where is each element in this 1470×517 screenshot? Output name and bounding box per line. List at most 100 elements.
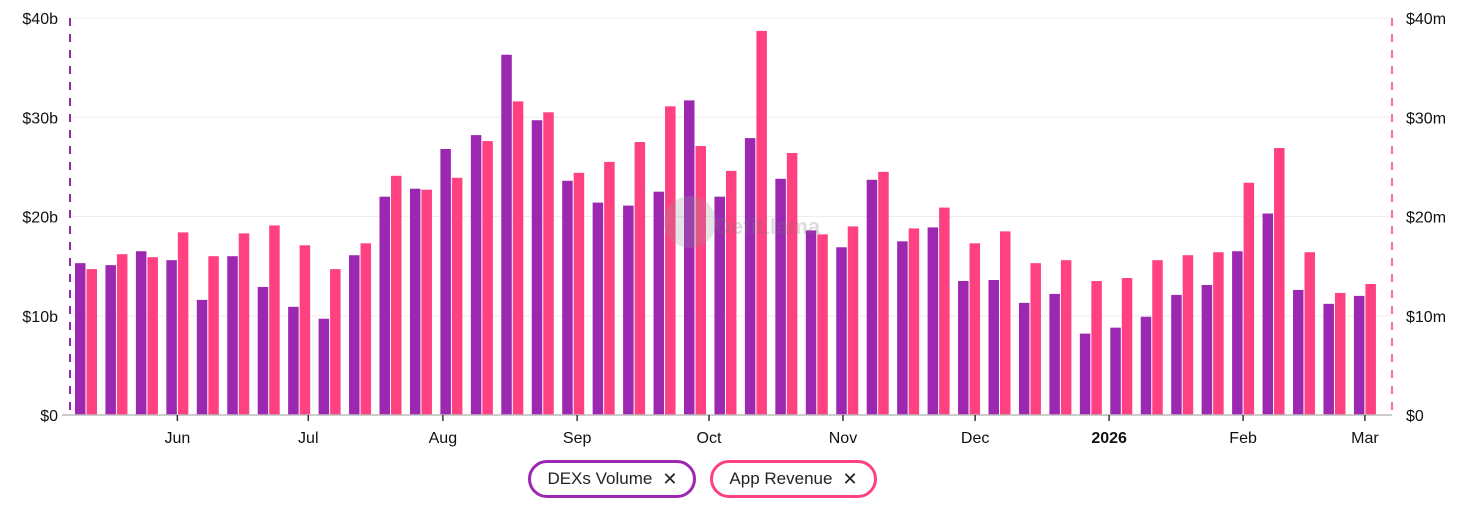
bar-app-revenue	[939, 207, 950, 415]
bar-dexs-volume	[531, 120, 543, 415]
bar-app-revenue	[86, 269, 97, 415]
bar-dexs-volume	[866, 179, 878, 415]
y-left-tick-label: $30b	[22, 110, 58, 127]
bar-app-revenue	[573, 172, 585, 415]
close-icon[interactable]: ✕	[662, 468, 678, 489]
bar-app-revenue	[1030, 263, 1041, 415]
bar-dexs-volume	[135, 251, 147, 415]
bar-app-revenue	[1091, 281, 1102, 415]
bar-dexs-volume	[257, 286, 269, 415]
bar-app-revenue	[1304, 252, 1315, 415]
legend-app-revenue-toggle[interactable]: App Revenue ✕	[710, 460, 877, 498]
bar-app-revenue	[1365, 283, 1376, 415]
bar-app-revenue	[604, 161, 615, 415]
bar-app-revenue	[1182, 255, 1194, 415]
bar-dexs-volume	[897, 241, 908, 415]
x-tick-label: Dec	[961, 430, 989, 447]
y-left-tick-label: $20b	[22, 210, 58, 227]
legend: DEXs Volume ✕ App Revenue ✕	[0, 460, 1405, 498]
y-right-tick-label: $30m	[1406, 110, 1446, 127]
bar-app-revenue	[391, 175, 402, 415]
bar-dexs-volume	[836, 247, 847, 415]
y-right-tick-label: $10m	[1406, 309, 1446, 326]
bar-dexs-volume	[349, 255, 360, 415]
bar-app-revenue	[817, 234, 828, 415]
bar-dexs-volume	[1140, 316, 1152, 415]
bar-app-revenue	[969, 243, 981, 415]
bar-app-revenue	[116, 254, 128, 415]
bars	[75, 30, 1376, 416]
bar-dexs-volume	[714, 196, 725, 415]
legend-label: DEXs Volume	[547, 469, 653, 488]
bar-dexs-volume	[288, 306, 299, 415]
bar-dexs-volume	[988, 280, 999, 415]
bar-dexs-volume	[592, 202, 604, 415]
bar-dexs-volume	[379, 196, 390, 415]
bar-app-revenue	[330, 269, 341, 415]
bar-app-revenue	[725, 170, 737, 415]
x-tick-label: Jun	[164, 430, 190, 447]
bar-dexs-volume	[440, 149, 451, 415]
x-tick-label: Oct	[697, 430, 722, 447]
legend-dexs-volume-toggle[interactable]: DEXs Volume ✕	[528, 460, 697, 498]
bar-dexs-volume	[1079, 333, 1091, 415]
y-right-tick-label: $40m	[1406, 11, 1446, 28]
bar-app-revenue	[451, 177, 463, 415]
bar-app-revenue	[756, 30, 767, 416]
x-tick-label: Aug	[429, 430, 457, 447]
bar-dexs-volume	[1110, 327, 1121, 415]
bar-app-revenue	[1243, 182, 1255, 415]
bar-dexs-volume	[1323, 303, 1334, 415]
y-left-tick-label: $0	[40, 408, 58, 425]
bar-dexs-volume	[562, 180, 573, 415]
bar-app-revenue	[1334, 292, 1346, 415]
bar-dexs-volume	[501, 54, 512, 415]
close-icon[interactable]: ✕	[842, 468, 858, 489]
x-tick-label: Nov	[829, 430, 857, 447]
bar-app-revenue	[786, 152, 798, 416]
bar-app-revenue	[360, 243, 372, 415]
svg-text:DefiLlama: DefiLlama	[715, 214, 821, 239]
bar-app-revenue	[177, 232, 189, 415]
bar-dexs-volume	[75, 263, 86, 415]
y-left-tick-label: $10b	[22, 309, 58, 326]
bar-app-revenue	[1000, 231, 1011, 415]
bar-dexs-volume	[623, 205, 634, 415]
bar-app-revenue	[634, 142, 646, 415]
bar-app-revenue	[543, 112, 554, 415]
bar-app-revenue	[1213, 252, 1224, 415]
axes: $0 $0 $10b $10m $20b $20m $30b $30m $40b $40m Jun J…	[22, 11, 1446, 447]
x-tick-label: Mar	[1351, 430, 1379, 447]
bar-app-revenue	[878, 171, 889, 415]
bar-dexs-volume	[653, 191, 665, 415]
bar-app-revenue	[208, 256, 219, 415]
bar-dexs-volume	[958, 281, 969, 415]
bar-app-revenue	[695, 146, 706, 415]
bar-dexs-volume	[227, 256, 238, 415]
bar-app-revenue	[1121, 278, 1133, 415]
y-right-tick-label: $20m	[1406, 210, 1446, 227]
bar-app-revenue	[269, 225, 280, 415]
bar-app-revenue	[665, 106, 676, 416]
bar-dexs-volume	[318, 318, 330, 415]
bar-dexs-volume	[1353, 295, 1365, 415]
bar-dexs-volume	[196, 299, 208, 415]
bar-dexs-volume	[1262, 213, 1274, 415]
y-right-tick-label: $0	[1406, 408, 1424, 425]
bar-dexs-volume	[1018, 302, 1030, 415]
bar-dexs-volume	[927, 227, 939, 415]
bar-app-revenue	[238, 233, 250, 415]
bar-dexs-volume	[684, 100, 695, 415]
bar-app-revenue	[908, 228, 920, 415]
bar-dexs-volume	[1232, 251, 1243, 415]
x-tick-label: 2026	[1091, 430, 1127, 447]
bar-dexs-volume	[166, 260, 177, 415]
bar-dexs-volume	[1201, 284, 1213, 415]
bar-dexs-volume	[105, 265, 116, 415]
bar-app-revenue	[147, 257, 158, 415]
watermark-logo: DefiLlama	[664, 196, 821, 248]
bar-app-revenue	[1274, 148, 1285, 415]
bar-dexs-volume	[805, 230, 817, 415]
legend-label: App Revenue	[729, 469, 833, 488]
